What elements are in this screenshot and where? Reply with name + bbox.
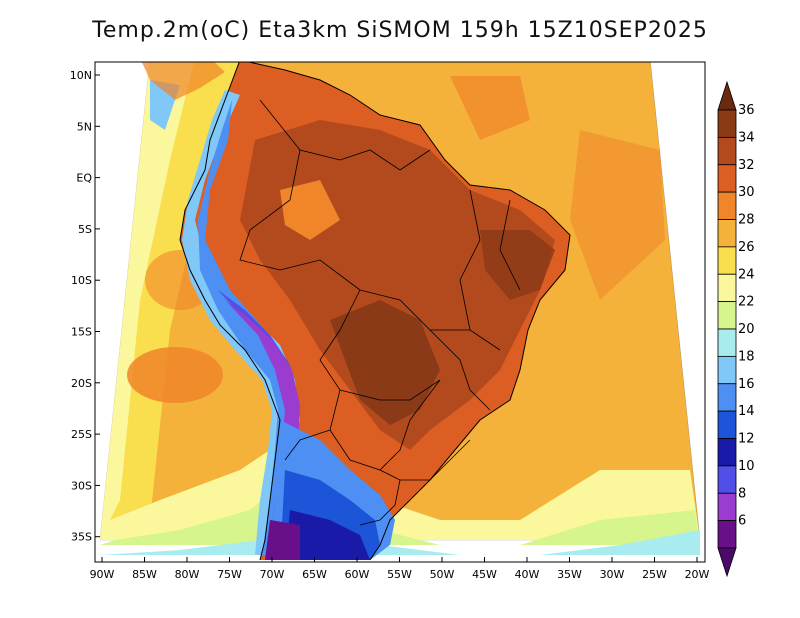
colorbar-swatch <box>717 465 737 494</box>
colorbar-label: 20 <box>738 322 755 337</box>
lon-tick-label: 85W <box>132 568 157 581</box>
lon-tick-label: 65W <box>302 568 327 581</box>
colorbar-swatch <box>717 164 737 193</box>
lat-tick-label: 10N <box>70 69 92 82</box>
colorbar-label: 26 <box>738 240 755 255</box>
colorbar-swatch <box>717 191 737 220</box>
coastline <box>179 62 571 561</box>
lat-tick-label: 35S <box>71 531 92 544</box>
map-field <box>99 62 701 561</box>
colorbar-label: 28 <box>738 213 755 228</box>
lon-tick-label: 35W <box>557 568 582 581</box>
colorbar-swatch <box>717 520 737 549</box>
lat-tick-label: 5N <box>77 120 92 133</box>
lat-tick-label: 20S <box>71 377 92 390</box>
colorbar-label: 34 <box>738 130 755 145</box>
colorbar-label: 30 <box>738 185 755 200</box>
longitude-axis: 90W 85W 80W 75W 70W 65W 60W 55W 50W 45W 40W 35W 30W 2… <box>90 557 710 581</box>
colorbar: 36 34 32 30 28 26 24 22 20 18 16 14 12 10 8 6 <box>717 80 755 578</box>
colorbar-label: 22 <box>738 295 755 310</box>
latitude-axis: 10N 5N EQ 5S 10S 15S 20S 25S 30S 35S <box>70 69 100 544</box>
colorbar-swatch <box>717 383 737 412</box>
colorbar-label: 12 <box>738 432 755 447</box>
country-borders <box>239 99 521 526</box>
colorbar-label: 14 <box>738 404 755 419</box>
colorbar-label: 36 <box>738 103 755 118</box>
map-title: Temp.2m(oC) Eta3km SiSMOM 159h 15Z10SEP2… <box>92 18 708 43</box>
colorbar-label: 10 <box>738 459 755 474</box>
lon-tick-label: 40W <box>515 568 540 581</box>
lat-tick-label: 5S <box>78 223 92 236</box>
lat-tick-label: 30S <box>71 479 92 492</box>
lon-tick-label: 50W <box>430 568 455 581</box>
lon-tick-label: 75W <box>217 568 242 581</box>
lon-tick-label: 25W <box>642 568 667 581</box>
colorbar-swatch <box>717 219 737 248</box>
lat-tick-label: 15S <box>71 326 92 339</box>
lat-tick-label: 25S <box>71 428 92 441</box>
colorbar-swatch <box>717 410 737 439</box>
lat-tick-label: EQ <box>76 172 92 185</box>
colorbar-swatch <box>717 492 737 522</box>
lon-tick-label: 45W <box>472 568 497 581</box>
colorbar-label: 8 <box>738 486 746 501</box>
colorbar-swatch <box>717 109 737 138</box>
colorbar-swatch <box>717 301 737 330</box>
colorbar-swatch <box>717 273 737 303</box>
lon-tick-label: 30W <box>600 568 625 581</box>
lon-tick-label: 60W <box>345 568 370 581</box>
colorbar-label: 32 <box>738 158 755 173</box>
colorbar-label: 18 <box>738 349 755 364</box>
colorbar-top-arrow <box>717 80 737 111</box>
lon-tick-label: 70W <box>260 568 285 581</box>
colorbar-label: 6 <box>738 514 746 529</box>
colorbar-swatch <box>717 246 737 275</box>
lon-tick-label: 80W <box>175 568 200 581</box>
colorbar-swatch <box>717 438 737 467</box>
lon-tick-label: 55W <box>387 568 412 581</box>
colorbar-bottom-arrow <box>717 547 737 578</box>
lon-tick-label: 20W <box>685 568 710 581</box>
lon-tick-label: 90W <box>90 568 115 581</box>
colorbar-swatch <box>717 355 737 385</box>
colorbar-label: 16 <box>738 377 755 392</box>
colorbar-swatch <box>717 136 737 166</box>
lat-tick-label: 10S <box>71 274 92 287</box>
colorbar-label: 24 <box>738 267 755 282</box>
colorbar-swatch <box>717 328 737 357</box>
